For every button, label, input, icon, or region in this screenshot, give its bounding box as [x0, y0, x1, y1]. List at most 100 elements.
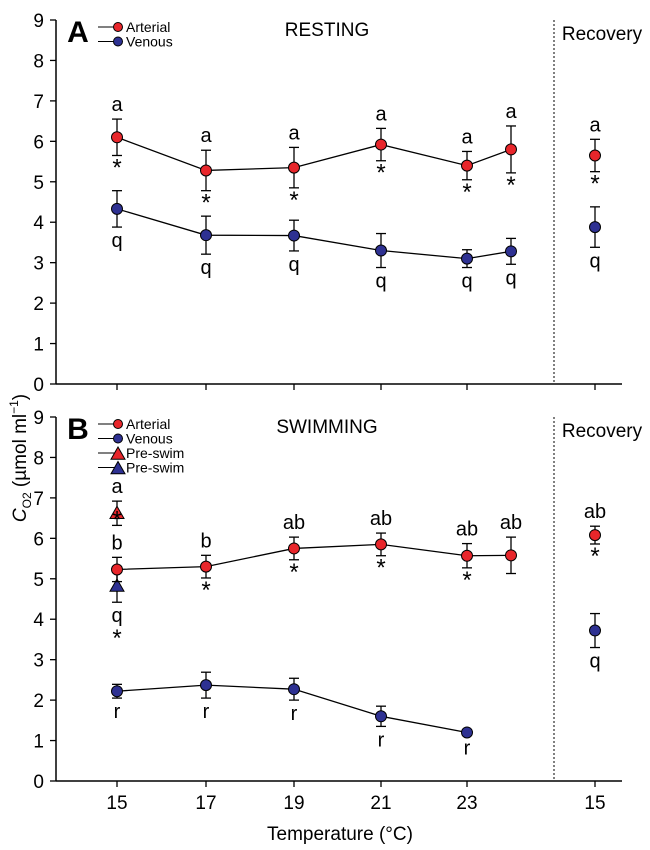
series-line — [116, 208, 512, 260]
sig-label: q — [505, 267, 516, 289]
sig-label: a — [375, 103, 387, 125]
recovery-point — [589, 221, 601, 234]
data-point — [375, 538, 387, 551]
legend-entry: Venous — [98, 34, 173, 50]
y-axis-title-close: ) — [10, 394, 31, 400]
star-marker: * — [462, 179, 471, 206]
data-point — [461, 159, 473, 172]
recovery-point — [589, 624, 601, 637]
y-tick-label: 4 — [33, 213, 44, 234]
series-venous: r r r r r q — [111, 612, 601, 759]
x-tick-label: 15 — [106, 793, 127, 814]
data-point — [288, 161, 300, 174]
star-marker: * — [376, 555, 385, 582]
y-axis-title-sup: −1 — [7, 400, 21, 414]
y-tick-label: 3 — [33, 651, 44, 672]
y-tick-label: 8 — [33, 448, 44, 469]
recovery-sig-label: a — [589, 114, 601, 136]
data-point — [375, 138, 387, 151]
y-tick-label: 6 — [33, 529, 44, 550]
y-tick-label: 4 — [33, 610, 44, 631]
data-point — [111, 131, 123, 144]
legend-label: Arterial — [126, 416, 170, 432]
series-venous: q q q q q q q — [111, 190, 601, 293]
sig-label: r — [203, 701, 210, 723]
legend-triangle-marker — [110, 445, 126, 460]
recovery-sig-label: q — [589, 250, 600, 272]
legend-circle-marker — [113, 22, 123, 32]
y-tick-label: 7 — [33, 92, 44, 113]
y-tick-label: 9 — [33, 408, 44, 429]
svg-text:CO2 (µmol ml−1): CO2 (µmol ml−1) — [7, 394, 34, 522]
sig-label: r — [378, 729, 385, 751]
data-point — [461, 549, 473, 562]
star-marker: * — [289, 187, 298, 214]
sig-label: ab — [456, 519, 478, 541]
data-point — [505, 245, 517, 258]
panel-title: SWIMMING — [276, 417, 377, 438]
legend-circle-marker — [113, 419, 123, 429]
sig-label: q — [200, 257, 211, 279]
legend-entry: Pre-swim — [98, 460, 184, 476]
sig-label: a — [200, 125, 212, 147]
recovery-sig-label: q — [589, 651, 600, 673]
data-point — [461, 726, 473, 739]
panel-resting: 0 1 2 3 4 5 6 7 8 9 A RESTING Recovery ArterialVenous… — [33, 11, 642, 396]
sig-label: r — [291, 703, 298, 725]
series-line — [116, 543, 512, 571]
sig-label: q — [288, 254, 299, 276]
y-tick-label: 2 — [33, 294, 44, 315]
legend-entry: Arterial — [98, 416, 170, 432]
data-point — [111, 685, 123, 698]
legend-triangle-marker — [110, 460, 126, 475]
y-axis-title-units: (µmol ml — [10, 414, 31, 493]
y-axis-title-main: C — [10, 508, 31, 522]
recovery-point — [589, 149, 601, 162]
y-axis-title-sub: O2 — [20, 492, 34, 508]
x-tick-label: 21 — [370, 793, 391, 814]
x-axis-title: Temperature (°C) — [267, 824, 413, 845]
legend-label: Pre-swim — [126, 445, 184, 461]
star-marker: * — [506, 172, 515, 199]
sig-label: a — [505, 101, 517, 123]
y-tick-label: 1 — [33, 732, 44, 753]
y-tick-label: 2 — [33, 691, 44, 712]
star-marker: * — [201, 577, 210, 604]
y-axis-title: CO2 (µmol ml−1) — [7, 394, 34, 522]
sig-label: ab — [500, 512, 522, 534]
pre-swim-sig-label: a — [111, 476, 123, 498]
y-tick-label: 9 — [33, 11, 44, 32]
x-tick-label-recovery: 15 — [584, 793, 605, 814]
y-tick-label: 5 — [33, 570, 44, 591]
pre-swim-star: * — [112, 625, 121, 652]
sig-label: q — [375, 271, 386, 293]
y-tick-label: 7 — [33, 489, 44, 510]
pre-swim-star: * — [112, 506, 121, 533]
sig-label: ab — [370, 508, 392, 530]
star-marker: * — [462, 567, 471, 594]
recovery-point — [589, 529, 601, 542]
legend-label: Arterial — [126, 19, 170, 35]
sig-label: a — [288, 122, 300, 144]
legend-entry: Arterial — [98, 19, 170, 35]
panel-letter: A — [67, 16, 89, 49]
recovery-star: * — [590, 543, 599, 570]
data-point — [375, 710, 387, 723]
sig-label: a — [111, 94, 123, 116]
data-point — [111, 563, 123, 576]
y-tick-label: 1 — [33, 335, 44, 356]
sig-label: b — [200, 530, 211, 552]
sig-label: r — [114, 701, 121, 723]
sig-label: r — [464, 737, 471, 759]
legend-label: Pre-swim — [126, 460, 184, 476]
x-tick-label: 23 — [456, 793, 477, 814]
recovery-label: Recovery — [562, 421, 643, 442]
sig-label: a — [461, 126, 473, 148]
star-marker: * — [112, 154, 121, 181]
legend-entry: Venous — [98, 431, 173, 447]
panel-title: RESTING — [285, 20, 369, 41]
series-line — [116, 136, 512, 172]
